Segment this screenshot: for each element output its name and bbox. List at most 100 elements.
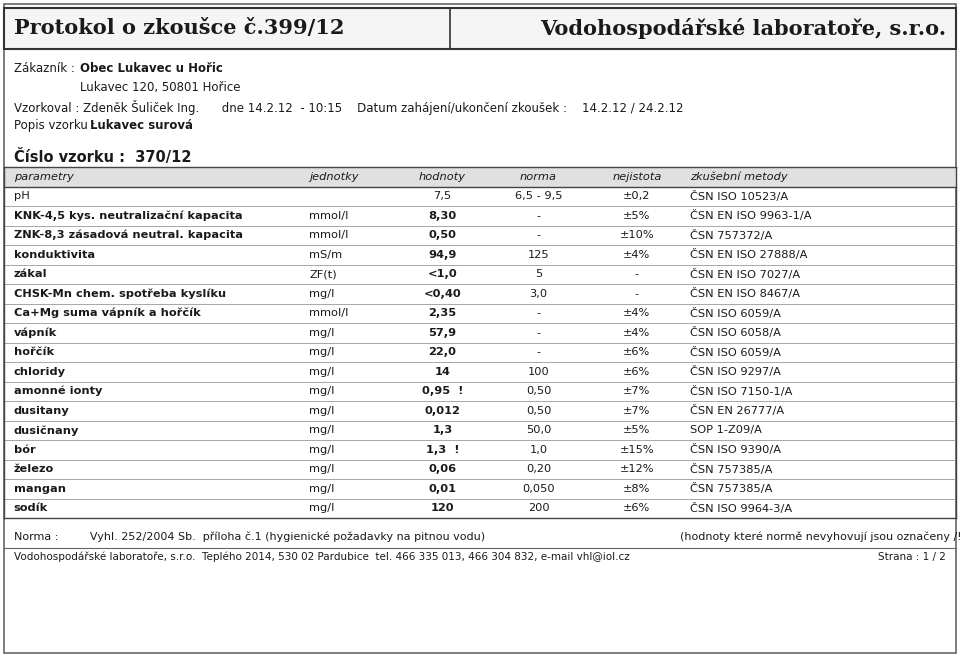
Text: ČSN EN ISO 9963-1/A: ČSN EN ISO 9963-1/A: [690, 210, 812, 221]
Text: mmol/l: mmol/l: [309, 211, 348, 221]
Text: ±5%: ±5%: [623, 211, 651, 221]
Text: ČSN 757372/A: ČSN 757372/A: [690, 230, 773, 240]
Text: mg/l: mg/l: [309, 406, 335, 416]
Text: chloridy: chloridy: [13, 367, 65, 376]
Text: ±6%: ±6%: [623, 367, 651, 376]
Text: ±0,2: ±0,2: [623, 191, 651, 201]
Text: ±8%: ±8%: [623, 484, 651, 494]
Text: Vzorkoval : Zdeněk Šuliček Ing.      dne 14.2.12  - 10:15    Datum zahájení/ukon: Vzorkoval : Zdeněk Šuliček Ing. dne 14.2…: [14, 100, 684, 115]
Text: mg/l: mg/l: [309, 464, 335, 474]
Text: hořčík: hořčík: [13, 348, 54, 357]
Text: ČSN ISO 9964-3/A: ČSN ISO 9964-3/A: [690, 503, 793, 514]
Bar: [4, 167, 956, 187]
Text: 94,9: 94,9: [428, 250, 457, 260]
Text: 50,0: 50,0: [526, 425, 551, 435]
Text: 1,3: 1,3: [432, 425, 453, 435]
Text: 120: 120: [431, 503, 454, 513]
Text: dusitany: dusitany: [13, 406, 69, 416]
Text: mg/l: mg/l: [309, 288, 335, 299]
Text: vápník: vápník: [13, 327, 57, 338]
Text: 3,0: 3,0: [530, 288, 547, 299]
Text: 22,0: 22,0: [428, 348, 457, 357]
Text: -: -: [537, 348, 540, 357]
Bar: [4, 8, 956, 49]
Text: 0,06: 0,06: [428, 464, 457, 474]
Text: 200: 200: [528, 503, 549, 513]
Text: Číslo vzorku :  370/12: Číslo vzorku : 370/12: [14, 149, 191, 165]
Text: mg/l: mg/l: [309, 386, 335, 396]
Text: norma: norma: [520, 171, 557, 182]
Text: parametry: parametry: [13, 171, 74, 182]
Text: 1,3  !: 1,3 !: [426, 445, 459, 455]
Text: 6,5 - 9,5: 6,5 - 9,5: [515, 191, 563, 201]
Text: mg/l: mg/l: [309, 348, 335, 357]
Text: ČSN EN ISO 8467/A: ČSN EN ISO 8467/A: [690, 288, 801, 299]
Text: mg/l: mg/l: [309, 425, 335, 435]
Text: CHSK-Mn chem. spotřeba kyslíku: CHSK-Mn chem. spotřeba kyslíku: [13, 288, 226, 299]
Text: ±12%: ±12%: [620, 464, 654, 474]
Text: <0,40: <0,40: [423, 288, 462, 299]
Text: KNK-4,5 kys. neutralizační kapacita: KNK-4,5 kys. neutralizační kapacita: [13, 210, 242, 221]
Text: zkušební metody: zkušební metody: [690, 171, 788, 182]
Text: 0,95  !: 0,95 !: [421, 386, 464, 396]
Text: 0,20: 0,20: [526, 464, 551, 474]
Text: ±7%: ±7%: [623, 406, 651, 416]
Text: 125: 125: [528, 250, 549, 260]
Text: 57,9: 57,9: [428, 328, 457, 338]
Text: mangan: mangan: [13, 484, 65, 494]
Text: 8,30: 8,30: [428, 211, 457, 221]
Text: amonné ionty: amonné ionty: [13, 386, 102, 397]
Text: ±15%: ±15%: [619, 445, 655, 455]
Text: -: -: [635, 288, 639, 299]
Text: mg/l: mg/l: [309, 367, 335, 376]
Text: Popis vzorku :: Popis vzorku :: [14, 119, 100, 132]
Text: ČSN ISO 9390/A: ČSN ISO 9390/A: [690, 444, 781, 455]
Text: Lukavec surová: Lukavec surová: [90, 119, 193, 132]
Text: Vodohospodářské laboratoře, s.r.o.: Vodohospodářské laboratoře, s.r.o.: [540, 18, 946, 39]
Text: Lukavec 120, 50801 Hořice: Lukavec 120, 50801 Hořice: [80, 81, 241, 94]
Text: ČSN 757385/A: ČSN 757385/A: [690, 464, 773, 475]
Text: ±4%: ±4%: [623, 308, 651, 318]
Text: 0,012: 0,012: [424, 406, 461, 416]
Text: 1,0: 1,0: [530, 445, 547, 455]
Text: mg/l: mg/l: [309, 503, 335, 513]
Text: 0,050: 0,050: [522, 484, 555, 494]
Text: ČSN EN ISO 7027/A: ČSN EN ISO 7027/A: [690, 269, 801, 280]
Text: mS/m: mS/m: [309, 250, 343, 260]
Text: 5: 5: [535, 269, 542, 279]
Text: ČSN ISO 6059/A: ČSN ISO 6059/A: [690, 307, 781, 319]
Text: Strana : 1 / 2: Strana : 1 / 2: [878, 552, 946, 562]
Text: ZF(t): ZF(t): [309, 269, 337, 279]
Text: železo: železo: [13, 464, 54, 474]
Text: ±5%: ±5%: [623, 425, 651, 435]
Text: ČSN ISO 10523/A: ČSN ISO 10523/A: [690, 191, 788, 202]
Text: 2,35: 2,35: [428, 308, 457, 318]
Text: -: -: [537, 230, 540, 240]
Text: 0,50: 0,50: [428, 230, 457, 240]
Text: ZNK-8,3 zásadová neutral. kapacita: ZNK-8,3 zásadová neutral. kapacita: [13, 230, 243, 240]
Text: ±10%: ±10%: [619, 230, 655, 240]
Text: -: -: [537, 328, 540, 338]
Text: ČSN ISO 9297/A: ČSN ISO 9297/A: [690, 366, 781, 377]
Text: Norma :         Vyhl. 252/2004 Sb.  příloha č.1 (hygienické požadavky na pitnou : Norma : Vyhl. 252/2004 Sb. příloha č.1 (…: [14, 532, 485, 543]
Text: ±6%: ±6%: [623, 503, 651, 513]
Text: <1,0: <1,0: [428, 269, 457, 279]
Text: pH: pH: [13, 191, 30, 201]
Text: jednotky: jednotky: [309, 171, 359, 182]
Text: mmol/l: mmol/l: [309, 230, 348, 240]
Text: ČSN ISO 7150-1/A: ČSN ISO 7150-1/A: [690, 386, 793, 397]
Text: Obec Lukavec u Hořic: Obec Lukavec u Hořic: [80, 62, 223, 75]
Text: 100: 100: [528, 367, 549, 376]
Text: ±4%: ±4%: [623, 328, 651, 338]
Text: mmol/l: mmol/l: [309, 308, 348, 318]
Text: ČSN ISO 6059/A: ČSN ISO 6059/A: [690, 347, 781, 358]
Text: 0,50: 0,50: [526, 386, 551, 396]
Text: 0,01: 0,01: [428, 484, 457, 494]
Text: bór: bór: [13, 445, 36, 455]
Text: ČSN EN 26777/A: ČSN EN 26777/A: [690, 405, 784, 417]
Text: Protokol o zkoušce č.399/12: Protokol o zkoušce č.399/12: [14, 18, 345, 39]
Text: mg/l: mg/l: [309, 328, 335, 338]
Text: mg/l: mg/l: [309, 445, 335, 455]
Text: 7,5: 7,5: [434, 191, 451, 201]
Text: Ca+Mg suma vápník a hořčík: Ca+Mg suma vápník a hořčík: [13, 308, 201, 319]
